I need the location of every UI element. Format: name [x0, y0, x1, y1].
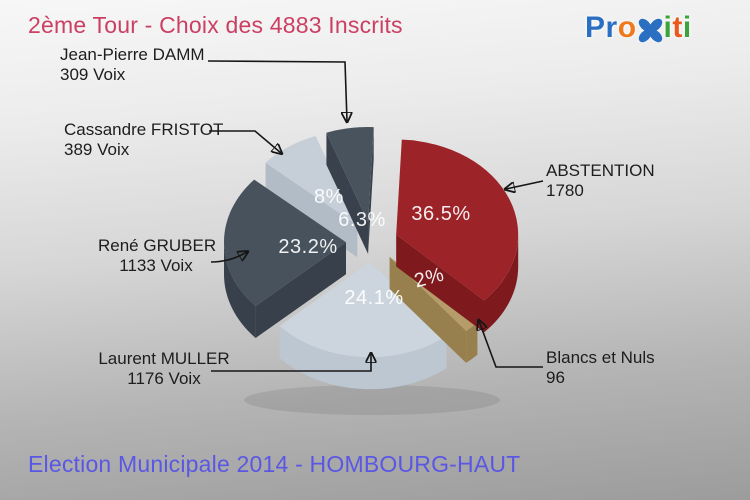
callout-fristot-votes: 389 Voix: [64, 140, 130, 159]
pie-slice-4-top: [223, 179, 346, 306]
pie-slice-0-top: [326, 126, 374, 222]
fristot-callout-line: [209, 130, 281, 153]
callout-fristot: Cassandre FRISTOT 389 Voix: [64, 120, 223, 160]
pie-slice-3-top: [279, 262, 447, 358]
callout-muller: Laurent MULLER 1176 Voix: [92, 349, 236, 389]
pie-slice-2-rim: [466, 322, 478, 363]
pie-shadow: [244, 385, 500, 415]
pie-slice-0-face: [368, 127, 374, 254]
footer-title: Election Municipale 2014 - HOMBOURG-HAUT: [28, 451, 521, 477]
pie-slice-3-pct-label: 24.1%: [344, 287, 403, 309]
callout-gruber-name: René GRUBER: [98, 236, 217, 255]
pie-slice-5-top: [265, 136, 358, 226]
pie-slice-4-pct-label: 23.2%: [278, 236, 337, 258]
pie-slice-4-rim: [224, 242, 256, 338]
proxiti-letter-2: o: [617, 11, 637, 44]
callout-blancs-name: Blancs et Nuls: [546, 348, 655, 367]
callout-muller-votes: 1176 Voix: [127, 369, 201, 388]
callout-damm-votes: 309 Voix: [60, 65, 126, 84]
pie-slice-4-face: [255, 242, 346, 338]
callout-abstention-votes: 1780: [546, 181, 584, 200]
pie-slice-1-rim: [484, 234, 519, 333]
pie-slice-0-face: [326, 132, 369, 254]
callout-gruber: René GRUBER 1133 Voix: [98, 236, 217, 276]
callout-damm: Jean-Pierre DAMM 309 Voix: [60, 45, 205, 85]
gruber-callout-line: [210, 252, 247, 263]
pie-slice-1-pct-label: 36.5%: [411, 203, 470, 225]
pie-slice-1-top: [396, 139, 519, 301]
callout-gruber-votes: 1133 Voix: [119, 256, 193, 275]
damm-callout-line: [207, 60, 347, 121]
pie-slice-3-rim: [279, 326, 447, 390]
proxiti-letter-6: i: [682, 11, 692, 44]
proxiti-letter-5: t: [672, 11, 683, 44]
callout-abstention: ABSTENTION 1780: [546, 161, 655, 201]
proxiti-letter-1: r: [605, 11, 618, 44]
callout-blancs: Blancs et Nuls 96: [546, 348, 655, 388]
pie-slice-5-pct-label: 8%: [314, 186, 344, 208]
callout-muller-name: Laurent MULLER: [98, 349, 230, 368]
abstention-callout-line: [506, 180, 544, 189]
proxiti-letter-0: P: [585, 11, 606, 44]
pie-slice-1-face: [396, 234, 484, 333]
pie-slice-2-face: [389, 256, 467, 363]
callout-blancs-votes: 96: [546, 368, 565, 387]
pie-slice-5-face: [265, 162, 358, 258]
callout-fristot-name: Cassandre FRISTOT: [64, 120, 224, 139]
chart-title: 2ème Tour - Choix des 4883 Inscrits: [28, 12, 403, 38]
blancs-callout-line: [479, 321, 543, 368]
muller-callout-line: [211, 354, 371, 372]
callout-damm-name: Jean-Pierre DAMM: [60, 45, 205, 64]
proxiti-letter-4: i: [663, 11, 673, 44]
proxiti-x-icon: [638, 18, 662, 42]
callout-abstention-name: ABSTENTION: [546, 161, 655, 180]
pie-slice-0-pct-label: 6.3%: [338, 209, 386, 231]
